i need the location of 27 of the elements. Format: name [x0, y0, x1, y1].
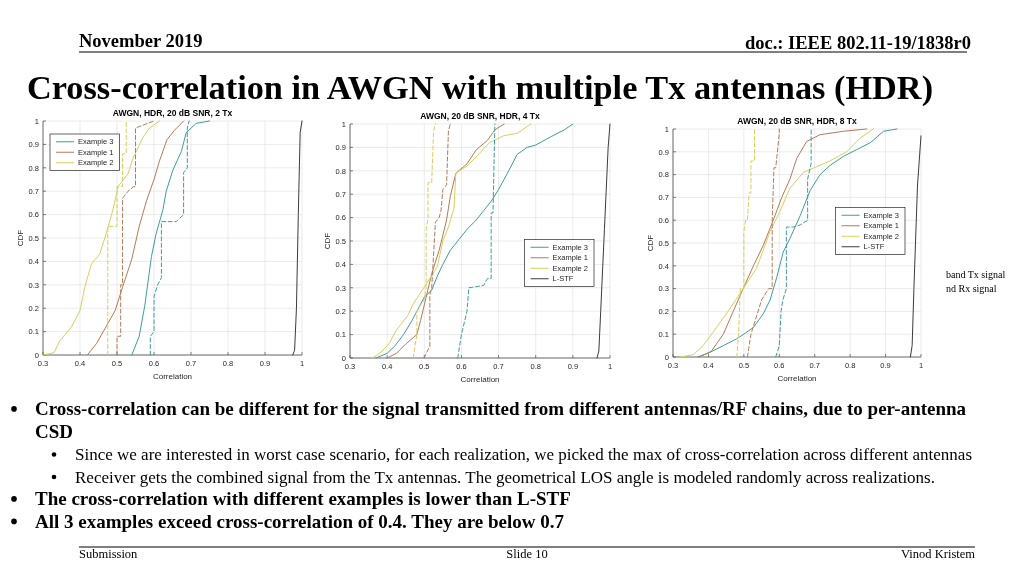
- text: Cross-correlation can be different for the signal transmitted from different antennas/RF chains, due to per-antenna CSD: [35, 398, 967, 442]
- text: Cross-correlation in AWGN with multiple Tx antennas (HDR): [27, 68, 934, 107]
- text: November 2019: [79, 31, 203, 51]
- text: Slide 10: [506, 547, 548, 561]
- line-series: [909, 135, 922, 358]
- y-axis-title: CDF: [323, 232, 332, 250]
- text: Receiver gets the combined signal from the Tx antennas. The geometrical LOS angle is modeled randomly across realizations.: [75, 467, 935, 487]
- line-series: [371, 123, 532, 359]
- text: The cross-correlation with different examples is lower than L-STF: [35, 488, 571, 509]
- chart-title: AWGN, 20 dB SNR, HDR, 8 Tx: [737, 116, 858, 126]
- y-axis-title: CDF: [646, 234, 655, 252]
- text: nd Rx signal: [946, 283, 997, 294]
- chart-title: AWGN, HDR, 20 dB SNR, 2 Tx: [112, 108, 233, 118]
- text: Vinod Kristem: [901, 547, 976, 561]
- y-axis-title: CDF: [16, 229, 25, 247]
- x-axis-title: Correlation: [460, 375, 500, 384]
- x-axis-title: Correlation: [152, 372, 193, 381]
- line-series: [697, 128, 898, 358]
- text: doc.: IEEE 802.11-19/1838r0: [744, 33, 971, 53]
- text: Since we are interested in worst case scenario, for each realization, we picked the max of cross-correlation across different antennas: [75, 445, 972, 464]
- x-axis-title: Correlation: [777, 374, 817, 383]
- text: All 3 examples exceed cross-correlation of 0.4. They are below 0.7: [35, 510, 565, 532]
- text: band Tx signal: [946, 269, 1006, 280]
- chart-title: AWGN, 20 dB SNR, HDR, 4 Tx: [420, 111, 541, 121]
- line-series: [131, 120, 210, 356]
- line-series: [386, 123, 505, 359]
- text: Submission: [79, 547, 139, 561]
